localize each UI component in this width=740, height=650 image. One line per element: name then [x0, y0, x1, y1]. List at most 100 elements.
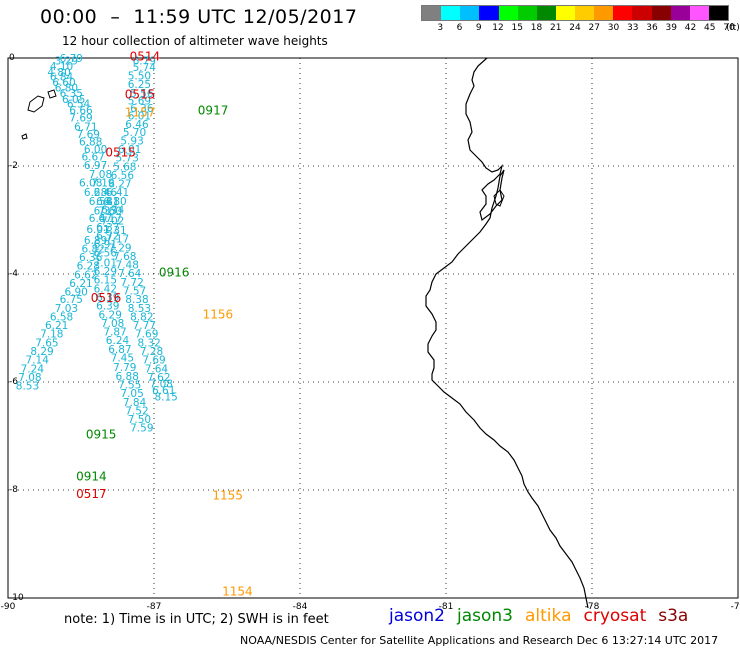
- wave-height-label: 7.50: [128, 414, 151, 426]
- color-scale-swatch: [517, 6, 537, 20]
- wave-height-label: 6.79: [133, 55, 156, 67]
- wave-height-label: 6.74: [101, 205, 125, 217]
- wave-height-label: 6.35: [60, 88, 83, 100]
- wave-height-label: 6.87: [108, 344, 131, 356]
- color-scale-swatch: [689, 6, 709, 20]
- color-scale-swatch: [498, 6, 518, 20]
- color-scale-label: 9: [475, 23, 482, 33]
- wave-height-label: 5.50: [128, 71, 151, 83]
- wave-height-label: 6.21: [69, 278, 92, 290]
- wave-height-label: 7.69: [142, 355, 165, 367]
- satellite-legend: jason2 jason3 altika cryosat s3a: [389, 606, 688, 626]
- y-tick-label: -4: [9, 269, 18, 279]
- wave-height-points: 6.793.294.104.806.846.606.806.356.056.54…: [16, 53, 178, 435]
- wave-height-label: 7.31: [103, 225, 126, 237]
- wave-height-label: 7.84: [123, 397, 147, 409]
- pass-time-label: 0915: [86, 428, 117, 442]
- wave-height-label: 6.39: [96, 301, 119, 313]
- wave-height-label: 6.88: [116, 371, 139, 383]
- wave-height-label: 6.80: [55, 82, 78, 94]
- wave-height-label: 6.01: [118, 144, 141, 156]
- color-scale-swatch: [594, 6, 614, 20]
- wave-height-label: 6.75: [60, 294, 83, 306]
- wave-height-label: 6.56: [94, 248, 118, 260]
- wave-height-label: 6.58: [50, 311, 73, 323]
- wave-height-label: 6.28: [84, 187, 107, 199]
- x-tick-label: -87: [147, 602, 162, 612]
- coastline: [21, 57, 589, 609]
- wave-height-label: 7.24: [21, 363, 45, 375]
- satellite-legend-item: jason3: [457, 606, 513, 626]
- wave-height-label: 6.46: [125, 119, 149, 131]
- wave-height-label: 7.79: [113, 362, 136, 374]
- color-scale-label: 3: [437, 23, 444, 33]
- wave-height-label: 7.69: [69, 113, 92, 125]
- wave-height-label: 6.54: [89, 196, 113, 208]
- map-frame: [7, 57, 739, 599]
- wave-height-label: 7.17: [106, 234, 129, 246]
- color-scale-swatch: [708, 6, 728, 20]
- wave-height-label: 4.10: [50, 61, 73, 73]
- wave-height-label: 6.66: [69, 105, 93, 117]
- wave-height-label: 5.70: [123, 127, 146, 139]
- wave-height-label: 6.29: [94, 266, 117, 278]
- wave-height-label: 6.82: [81, 243, 104, 255]
- x-tick-label: -75: [731, 602, 740, 612]
- pass-time-labels: 0514 0515 1157 0917 0515 0916 0516 1156 0915 0914…: [76, 50, 253, 599]
- color-scale-swatch: [651, 6, 671, 20]
- wave-height-label: 7.55: [118, 379, 141, 391]
- wave-height-label: 6.21: [45, 320, 68, 332]
- wave-height-label: 6.01: [128, 111, 151, 123]
- y-tick-label: 0: [9, 53, 15, 63]
- pass-time-label: 1157: [125, 105, 156, 119]
- wave-height-label: 7.08: [150, 378, 173, 390]
- wave-height-label: 6.72: [96, 230, 119, 242]
- wave-height-label: 7.08: [89, 169, 112, 181]
- wave-height-label: 5.56: [130, 88, 154, 100]
- color-scale-label: 21: [550, 23, 562, 33]
- galapagos-santacruz-path: [47, 89, 57, 99]
- wave-height-label: 8.32: [137, 337, 160, 349]
- wave-height-label: 6.00: [84, 144, 107, 156]
- wave-height-label: 6.88: [79, 136, 102, 148]
- wave-height-label: 7.68: [113, 251, 136, 263]
- color-scale-label: 36: [646, 23, 658, 33]
- axis-tick-labels: -90 -87 -84 -81 -78 -75 0 -2 -4 -6 -8 -10: [1, 53, 740, 612]
- wave-height-label: 6.97: [84, 160, 107, 172]
- satellite-legend-item: cryosat: [583, 606, 647, 626]
- wave-height-label: 7.69: [135, 329, 158, 341]
- wave-height-label: 6.42: [94, 283, 117, 295]
- puna-island-path: [493, 189, 505, 207]
- wave-height-label: 6.08: [79, 178, 102, 190]
- wave-height-label: 7.01: [94, 257, 117, 269]
- wave-height-label: 6.28: [77, 261, 100, 273]
- color-scale-label: 45: [704, 23, 716, 33]
- wave-height-label: 7.29: [108, 242, 131, 254]
- wave-height-label: 7.14: [26, 355, 50, 367]
- wave-height-label: 6.71: [74, 121, 97, 133]
- x-tick-label: -78: [585, 602, 600, 612]
- wave-height-label: 6.89: [84, 235, 107, 247]
- color-scale-swatch: [422, 6, 442, 20]
- y-tick-label: -10: [9, 593, 24, 603]
- wave-height-label: 7.02: [101, 215, 124, 227]
- wave-height-label: 6.56: [111, 170, 135, 182]
- wave-height-label: 7.64: [145, 363, 169, 375]
- color-scale-label: 18: [530, 23, 543, 33]
- wave-height-label: 7.65: [35, 337, 58, 349]
- galapagos-islet-path: [21, 133, 28, 140]
- wave-height-label: 7.59: [130, 423, 153, 435]
- color-scale-swatch: [613, 6, 633, 20]
- pass-time-label: 0514: [130, 50, 161, 64]
- color-scale-unit: (ft): [726, 23, 740, 33]
- wave-height-label: 6.17: [99, 213, 122, 225]
- color-scale-label: 39: [665, 23, 677, 33]
- wave-height-label: 6.01: [86, 224, 109, 236]
- satellite-legend-item: jason2: [389, 606, 445, 626]
- color-scale-swatch: [536, 6, 556, 20]
- pass-time-label: 1154: [222, 584, 253, 598]
- color-scale-labels: 3 6 9 12 15 18 21 24 27 30 33 36 39 42 45 70 (ft): [421, 23, 739, 35]
- wave-height-label: 6.79: [60, 53, 83, 65]
- wave-height-label: 6.61: [152, 385, 175, 397]
- wave-height-label: 6.91: [94, 239, 117, 251]
